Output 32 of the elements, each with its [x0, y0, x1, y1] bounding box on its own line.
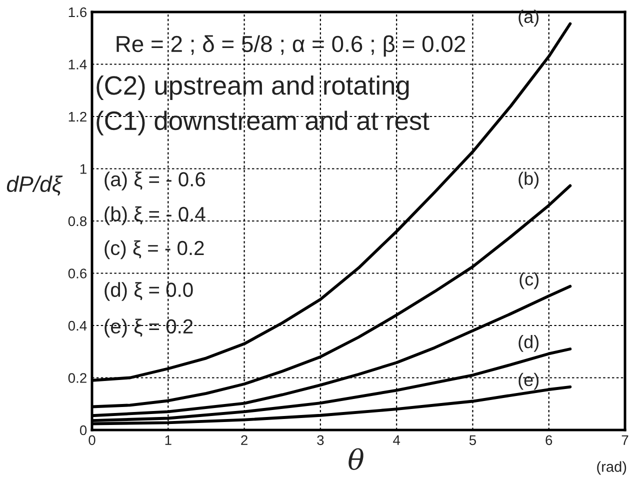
y-tick-label: 1.6: [68, 7, 87, 18]
series-label: (e): [518, 372, 539, 390]
annotation: (C1) downstream and at rest: [96, 110, 430, 136]
y-tick-label: 0: [80, 425, 87, 436]
y-tick-label: 0.6: [68, 268, 87, 278]
y-tick-label: 0.8: [68, 216, 87, 226]
x-tick-label: 2: [241, 435, 248, 445]
y-axis-title: dP/dξ: [6, 176, 63, 196]
x-tick-label: 4: [393, 435, 400, 445]
x-tick-label: 7: [622, 435, 628, 445]
y-tick-label: 1.4: [68, 60, 87, 70]
series-label: (b): [518, 172, 539, 189]
x-tick-label: 6: [546, 435, 552, 446]
y-tick-label: 0.4: [68, 320, 87, 331]
y-tick-label: 1: [80, 164, 86, 174]
series-label: (d): [518, 335, 539, 352]
annotation: (d) ξ = 0.0: [104, 282, 193, 301]
annotation: (a) ξ = - 0.6: [104, 172, 206, 190]
text: (rad): [597, 461, 626, 475]
x-tick-label: 1: [165, 435, 172, 445]
x-tick-label: 3: [317, 435, 324, 446]
annotation: (C2) upstream and rotating: [96, 75, 409, 100]
annotation: (e) ξ = 0.2: [104, 318, 193, 338]
annotation: (c) ξ = - 0.2: [104, 240, 204, 260]
y-tick-label: 0.2: [68, 373, 86, 383]
x-tick-label: 5: [469, 435, 476, 446]
x-axis-title: θ: [348, 448, 364, 470]
x-tick-label: 0: [88, 435, 96, 446]
annotation: Re = 2 ; δ = 5/8 ; α = 0.6 ; β = 0.02: [116, 35, 466, 57]
y-tick-label: 1.2: [68, 112, 86, 122]
series-label: (a): [518, 10, 539, 27]
series-label: (c): [520, 272, 538, 290]
